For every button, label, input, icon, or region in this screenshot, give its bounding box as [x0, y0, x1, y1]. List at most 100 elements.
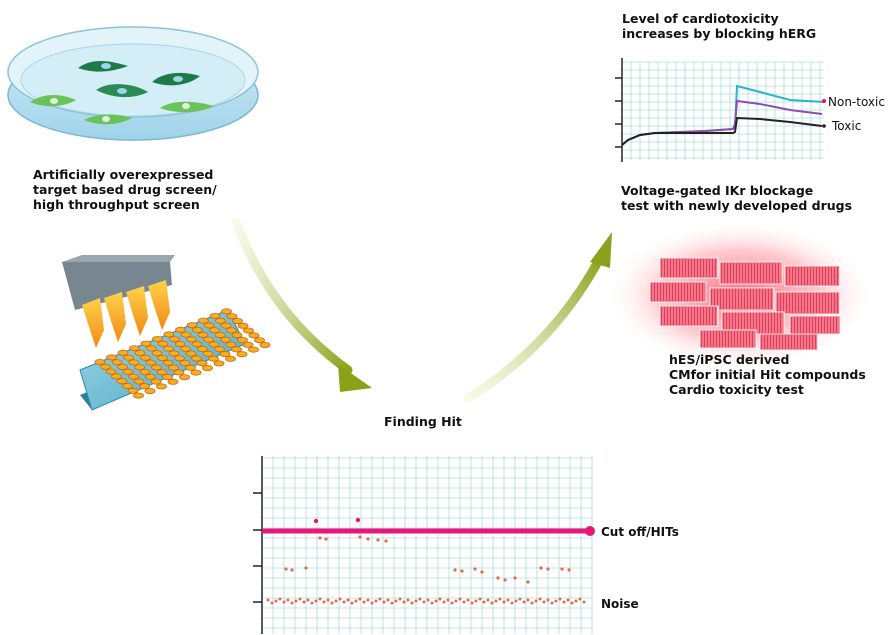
hit-scatter-chart [253, 456, 595, 634]
well [198, 317, 209, 324]
data-point [474, 599, 478, 603]
well [259, 341, 271, 348]
data-point [438, 597, 442, 601]
data-point [430, 601, 434, 605]
data-point [326, 598, 330, 602]
well [174, 355, 185, 362]
data-point [470, 601, 474, 605]
well [105, 368, 117, 375]
well [232, 317, 243, 324]
data-point [378, 597, 382, 601]
well [157, 354, 168, 361]
caption-line: high throughput screen [33, 197, 200, 212]
data-point [330, 601, 334, 605]
petri-dish-illustration [7, 26, 259, 141]
cardiotoxicity-title: Level of cardiotoxicity increases by blo… [622, 11, 816, 41]
well [139, 368, 151, 375]
data-point [270, 601, 274, 605]
data-point [560, 567, 564, 571]
legend-toxic: Toxic [832, 119, 862, 133]
cell-icon [96, 84, 148, 98]
well [225, 341, 237, 348]
well [117, 349, 129, 356]
legend-non-toxic: Non-toxic [828, 95, 885, 109]
well [191, 355, 202, 362]
pipette-tips [82, 280, 170, 348]
data-point [290, 601, 294, 605]
data-point [478, 597, 482, 601]
well [226, 327, 237, 334]
data-point [376, 538, 380, 542]
data-point [374, 599, 378, 603]
data-point [274, 599, 278, 603]
well [197, 345, 208, 352]
data-point [518, 597, 522, 601]
cell-icon [160, 101, 214, 113]
cell-icon [78, 61, 128, 72]
well [208, 341, 220, 348]
data-point [473, 567, 477, 571]
well [173, 369, 185, 376]
data-point [486, 598, 490, 602]
cardio-cell-caption: hES/iPSC derived CMfor initial Hit compo… [669, 352, 866, 397]
well [162, 373, 173, 380]
caption-line: Artificially overexpressed [33, 167, 214, 182]
well [152, 335, 163, 342]
data-point [453, 568, 457, 572]
cardiomyocyte-block [759, 333, 819, 351]
data-point [494, 599, 498, 603]
well [191, 341, 203, 348]
data-point [310, 601, 314, 605]
caption-line: hES/iPSC derived [669, 352, 790, 367]
cardiomyocyte-block [719, 261, 783, 285]
data-point [406, 598, 410, 602]
well [180, 345, 191, 352]
data-point [324, 537, 328, 541]
data-point [498, 597, 502, 601]
well [214, 346, 225, 353]
data-point [290, 568, 294, 572]
data-point [302, 600, 306, 604]
well [162, 359, 174, 366]
data-point [286, 598, 290, 602]
well [116, 378, 128, 385]
cardiomyocyte-block [659, 257, 719, 279]
well [111, 373, 122, 380]
data-point [554, 599, 558, 603]
data-point [314, 599, 318, 603]
data-point [346, 598, 350, 602]
data-point [442, 600, 446, 604]
data-point [390, 601, 394, 605]
data-point [306, 598, 310, 602]
data-point [566, 598, 570, 602]
well [213, 360, 225, 367]
well [156, 383, 167, 390]
well [163, 345, 174, 352]
data-point [418, 597, 422, 601]
data-point [358, 535, 362, 539]
data-point [284, 567, 288, 571]
well [220, 336, 231, 343]
flow-arrow-down [231, 217, 353, 375]
well [248, 346, 259, 353]
well [156, 369, 168, 376]
well [151, 364, 162, 371]
well [163, 331, 175, 338]
data-point [534, 599, 538, 603]
well [197, 331, 209, 338]
data-point [567, 568, 571, 572]
hit-point [313, 518, 319, 524]
well [242, 341, 254, 348]
well [140, 354, 151, 361]
well [127, 387, 139, 394]
data-point [342, 600, 346, 604]
data-point [522, 600, 526, 604]
well [202, 364, 213, 371]
data-point [354, 599, 358, 603]
well [117, 363, 128, 370]
caption-line: Voltage-gated IKr blockage [621, 183, 814, 198]
well [226, 313, 238, 320]
well [168, 350, 180, 357]
well-plate [94, 308, 271, 399]
